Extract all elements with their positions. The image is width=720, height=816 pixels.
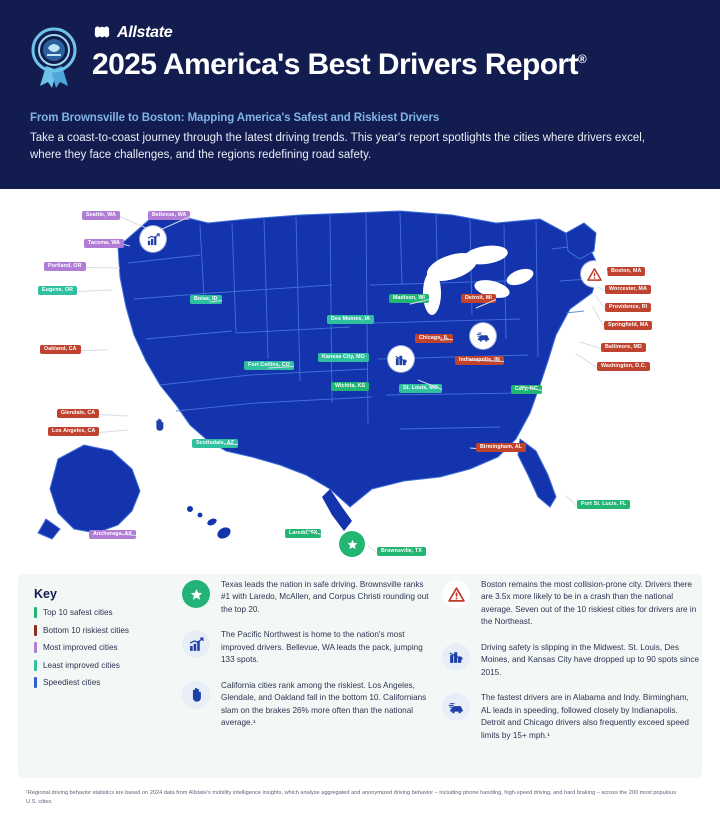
map-label-providence-ri[interactable]: Providence, RI <box>605 303 652 313</box>
legend-swatch <box>34 624 37 636</box>
map-label-seattle-wa[interactable]: Seattle, WA <box>82 211 120 221</box>
legend-swatch <box>34 677 37 688</box>
map-label-boise-id[interactable]: Boise, ID <box>190 295 222 305</box>
alert-triangle-icon <box>581 261 607 287</box>
legend-swatch <box>34 642 37 653</box>
map-legend: Key Top 10 safest cities Bottom 10 riskie… <box>26 583 174 695</box>
award-seal-icon <box>30 26 78 90</box>
map-label-baltimore-md[interactable]: Baltimore, MD <box>601 343 646 353</box>
map-label-glendale-ca[interactable]: Glendale, CA <box>57 409 100 419</box>
brand-lockup: Allstate <box>92 24 692 42</box>
legend-item-least-improved-cities[interactable]: Least improved cities <box>34 659 174 671</box>
stat-text: The fastest drivers are in Alabama and I… <box>481 693 689 740</box>
stat-text: Texas leads the nation in safe driving. … <box>221 580 429 614</box>
map-label-wichita-ks[interactable]: Wichita, KS <box>331 382 370 392</box>
map-label-detroit-mi[interactable]: Detroit, MI <box>461 294 496 304</box>
speeding-car-icon <box>442 693 470 722</box>
map-label-anchorage-ak[interactable]: Anchorage, AK <box>89 530 137 540</box>
summary-panel: Key Top 10 safest cities Bottom 10 riskie… <box>0 567 720 816</box>
buildings-icon <box>388 346 414 372</box>
label-leader-line <box>80 349 109 351</box>
map-label-worcester-ma[interactable]: Worcester, MA <box>605 285 651 295</box>
map-label-boston-ma[interactable]: Boston, MA <box>607 267 646 277</box>
legend-swatch <box>34 659 37 671</box>
map-label-des-moines-ia[interactable]: Des Moines, IA <box>327 315 375 325</box>
stat-block: The Pacific Northwest is home to the nat… <box>182 629 432 666</box>
stat-block: Boston remains the most collision-prone … <box>442 579 700 629</box>
stat-text: California cities rank among the riskies… <box>221 680 427 728</box>
legend-item-most-improved-cities[interactable]: Most improved cities <box>34 642 174 653</box>
map-label-brownsville-tx[interactable]: Brownsville, TX <box>377 547 426 557</box>
label-leader-line <box>469 447 477 449</box>
stat-column-right: Boston remains the most collision-prone … <box>442 579 700 755</box>
deck-paragraph: Take a coast-to-coast journey through th… <box>30 132 645 162</box>
legend-item-label: Bottom 10 riskiest cities <box>43 625 129 635</box>
label-leader-line <box>223 443 239 445</box>
hand-brake-icon <box>182 680 210 709</box>
map-region: Seattle, WA Bellevue, WA Tacoma, WA Portlan… <box>0 189 720 567</box>
stat-block: The fastest drivers are in Alabama and I… <box>442 692 700 742</box>
brand-name: Allstate <box>117 24 173 41</box>
map-label-scottsdale-az[interactable]: Scottsdale, AZ <box>192 439 238 449</box>
map-label-laredo-tx[interactable]: Laredo, TX <box>285 529 322 539</box>
legend-swatch <box>34 607 37 618</box>
stat-block: Driving safety is slipping in the Midwes… <box>442 642 700 679</box>
alert-triangle-icon <box>442 580 470 608</box>
stat-column-left: Texas leads the nation in safe driving. … <box>182 579 432 743</box>
map-label-chicago-il[interactable]: Chicago, IL <box>415 334 453 344</box>
map-label-fort-collins-co[interactable]: Fort Collins, CO <box>244 361 294 371</box>
page-title-text: 2025 America's Best Drivers Report <box>92 48 578 81</box>
stat-block: California cities rank among the riskies… <box>182 680 432 730</box>
map-label-eugene-or[interactable]: Eugene, OR <box>38 286 78 296</box>
allstate-hands-logo <box>92 26 112 40</box>
header-banner: Allstate 2025 America's Best Drivers Rep… <box>0 0 720 189</box>
map-label-tacoma-wa[interactable]: Tacoma, WA <box>84 239 125 249</box>
legend-item-speediest-cities[interactable]: Speediest cities <box>34 677 174 688</box>
legend-item-label: Least improved cities <box>43 660 120 670</box>
map-label-portland-or[interactable]: Portland, OR <box>44 262 86 272</box>
map-label-cary-nc[interactable]: Cary, NC <box>511 385 542 395</box>
subheading: From Brownsville to Boston: Mapping Amer… <box>30 112 440 124</box>
stat-text: Boston remains the most collision-prone … <box>481 580 697 627</box>
map-label-madison-wi[interactable]: Madison, WI <box>389 294 429 304</box>
map-label-kansas-city-mo[interactable]: Kansas City, MO <box>318 353 369 363</box>
map-label-washington-d-c[interactable]: Washington, D.C. <box>597 362 651 372</box>
star-badge-icon <box>339 531 365 557</box>
map-label-st-louis-mo[interactable]: St. Louis, MO <box>399 384 443 394</box>
stat-text: Driving safety is slipping in the Midwes… <box>481 642 700 677</box>
legend-item-label: Speediest cities <box>43 678 101 687</box>
map-label-springfield-ma[interactable]: Springfield, MA <box>604 321 653 331</box>
panel-background <box>18 574 702 778</box>
footnote: ¹Regional driving behavior statistics ar… <box>26 790 677 805</box>
label-leader-line <box>439 338 454 340</box>
label-leader-line <box>85 266 121 268</box>
map-label-bellevue-wa[interactable]: Bellevue, WA <box>148 211 191 221</box>
legend-title: Key <box>34 587 57 601</box>
map-label-port-st-lucie-fl[interactable]: Port St. Lucie, FL <box>577 500 631 510</box>
legend-item-bottom-10-riskiest-cities[interactable]: Bottom 10 riskiest cities <box>34 624 174 636</box>
legend-item-label: Most improved cities <box>43 643 118 652</box>
legend-item-label: Top 10 safest cities <box>43 608 113 617</box>
growth-chart-icon <box>182 630 210 659</box>
stat-block: Texas leads the nation in safe driving. … <box>182 579 432 616</box>
stat-text: The Pacific Northwest is home to the nat… <box>221 630 423 665</box>
buildings-icon <box>442 642 470 671</box>
hand-brake-icon <box>146 411 172 437</box>
growth-chart-icon <box>140 226 166 252</box>
map-label-birmingham-al[interactable]: Birmingham, AL <box>476 443 527 453</box>
speeding-car-icon <box>470 323 496 349</box>
map-label-los-angeles-ca[interactable]: Los Angeles, CA <box>48 427 100 437</box>
map-label-oakland-ca[interactable]: Oakland, CA <box>40 345 81 355</box>
legend-item-top-10-safest-cities[interactable]: Top 10 safest cities <box>34 607 174 618</box>
registered-mark: ® <box>577 52 587 66</box>
page-title: 2025 America's Best Drivers Report® <box>92 48 692 81</box>
star-badge-icon <box>182 580 210 608</box>
